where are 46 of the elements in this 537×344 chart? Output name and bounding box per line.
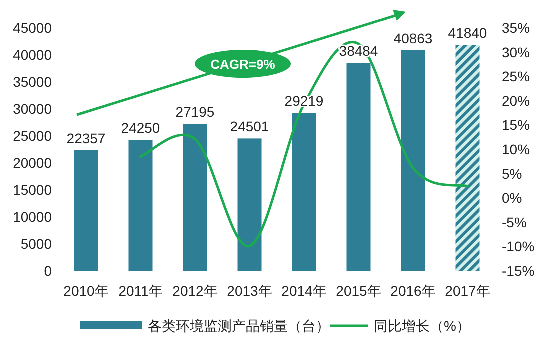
y-tick-label: 35000 [13, 74, 52, 90]
data-label: 24250 [121, 120, 160, 136]
y2-tick-label: 25% [502, 68, 530, 85]
x-tick-label: 2017年 [445, 283, 490, 299]
annotation: CAGR=9% [210, 57, 276, 72]
bar [238, 138, 262, 271]
y-tick-label: 30000 [13, 101, 52, 117]
y2-tick-label: 5% [502, 166, 522, 182]
y-tick-label: 5000 [20, 236, 52, 252]
data-label: 41840 [448, 25, 488, 42]
y2-tick-label: 30% [502, 44, 530, 60]
legend-label: 各类环境监测产品销量（台） [148, 318, 330, 334]
data-label: 22357 [66, 130, 106, 146]
y2-tick-label: -10% [502, 238, 535, 255]
x-tick-label: 2013年 [227, 283, 272, 299]
data-label: 24501 [230, 118, 270, 135]
data-label: 27195 [176, 104, 215, 120]
bar [74, 150, 98, 271]
y2-tick-label: 0% [502, 190, 522, 206]
y-tick-label: 10000 [13, 209, 52, 225]
bar [292, 113, 316, 271]
y2-tick-label: -5% [502, 214, 527, 230]
bar [456, 45, 480, 271]
y-tick-label: 0 [44, 263, 52, 279]
legend-label: 同比增长（%） [374, 318, 470, 334]
x-tick-label: 2014年 [282, 283, 327, 299]
x-tick-label: 2012年 [172, 283, 218, 299]
y-tick-label: 45000 [13, 20, 52, 36]
y-tick-label: 40000 [13, 47, 52, 63]
bar [128, 140, 153, 271]
x-tick-label: 2011年 [118, 283, 163, 299]
x-tick-label: 2016年 [390, 283, 436, 299]
y2-tick-label: 15% [502, 117, 530, 134]
y2-tick-label: 20% [502, 92, 530, 109]
bar [346, 63, 371, 271]
y2-tick-label: -15% [502, 263, 535, 279]
y2-tick-label: 35% [502, 20, 530, 36]
y2-tick-label: 10% [502, 142, 530, 158]
x-tick-label: 2010年 [64, 283, 109, 299]
bar [183, 124, 208, 271]
bar [401, 50, 426, 271]
y-tick-label: 20000 [13, 155, 52, 171]
y-tick-label: 25000 [13, 128, 52, 144]
y-tick-label: 15000 [13, 182, 52, 198]
x-tick-label: 2015年 [336, 283, 382, 299]
data-label: 40863 [394, 30, 433, 46]
